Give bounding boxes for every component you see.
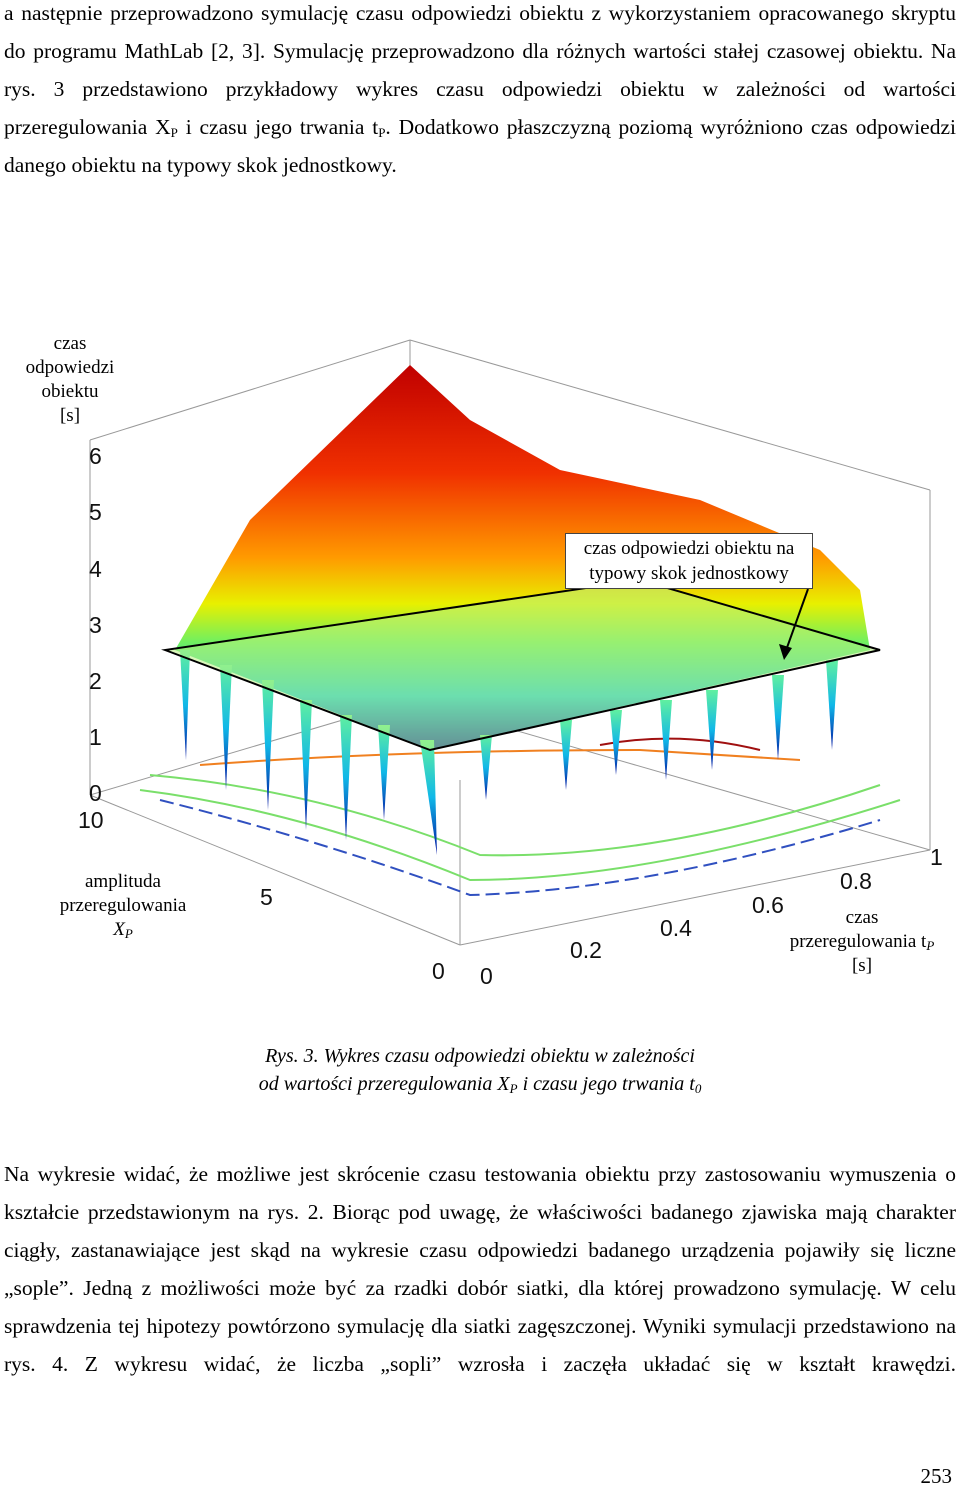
page-number: 253: [920, 1464, 953, 1488]
discussion-paragraph: Na wykresie widać, że możliwe jest skróc…: [4, 1162, 956, 1376]
figure-caption: Rys. 3. Wykres czasu odpowiedzi obiektu …: [258, 1045, 702, 1096]
floor-contours: [139, 737, 901, 897]
z-tick: 6: [89, 443, 102, 469]
x-axis-label: czas przeregulowania tP [s]: [789, 907, 935, 976]
reference-plane-callout: czas odpowiedzi obiektu na typowy skok j…: [565, 533, 813, 589]
z-axis-label: czas odpowiedzi obiektu [s]: [25, 333, 115, 426]
y-tick: 10: [78, 807, 104, 833]
y-axis-label: amplituda przeregulowania XP: [59, 871, 187, 941]
x-tick: 1: [930, 844, 943, 870]
y-tick: 0: [432, 958, 445, 984]
z-tick: 5: [89, 499, 102, 525]
icicles: [180, 650, 838, 855]
surface-plot-graphic: [89, 339, 931, 946]
x-tick: 0: [480, 963, 493, 989]
reference-plane: [161, 578, 881, 752]
x-tick: 0.6: [752, 892, 784, 918]
x-tick: 0.4: [660, 915, 692, 941]
z-tick: 4: [89, 556, 102, 582]
z-tick: 2: [89, 668, 102, 694]
figure-3d-plot: czas odpowiedzi obiektu [s] 6 5 4 3 2 1 …: [0, 320, 960, 1000]
z-tick: 1: [89, 724, 102, 750]
intro-paragraph: a następnie przeprowadzono symulację cza…: [4, 1, 956, 177]
y-tick: 5: [260, 884, 273, 910]
callout-arrow: [783, 588, 809, 657]
x-tick: 0.2: [570, 937, 602, 963]
x-tick: 0.8: [840, 868, 872, 894]
z-tick: 3: [89, 612, 102, 638]
z-tick: 0: [89, 780, 102, 806]
